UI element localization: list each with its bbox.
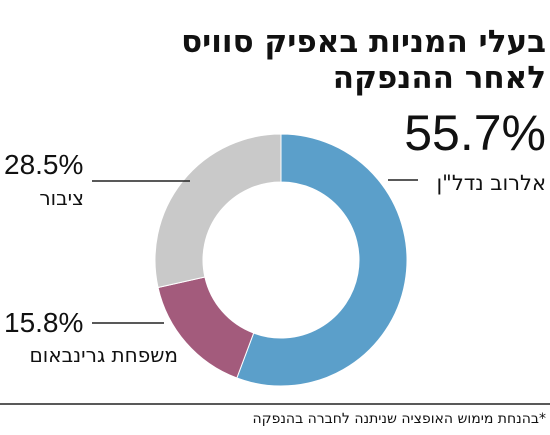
value-label: 15.8% bbox=[4, 307, 83, 338]
donut-segment bbox=[236, 133, 408, 387]
chart-title: בעלי המניות באפיק סוויס bbox=[181, 24, 546, 60]
category-label: ציבור bbox=[39, 186, 84, 210]
donut-segment bbox=[154, 133, 282, 289]
category-label: אלרוב נדל"ן bbox=[436, 171, 546, 195]
footnote: *בהנחת מימוש האופציה שניתנה לחברה בהנפקה bbox=[253, 411, 547, 427]
value-label: 28.5% bbox=[4, 149, 83, 180]
category-label: משפחת גרינבאום bbox=[30, 343, 178, 367]
value-label: 55.7% bbox=[404, 105, 546, 161]
chart-title: לאחר ההנפקה bbox=[333, 60, 546, 96]
